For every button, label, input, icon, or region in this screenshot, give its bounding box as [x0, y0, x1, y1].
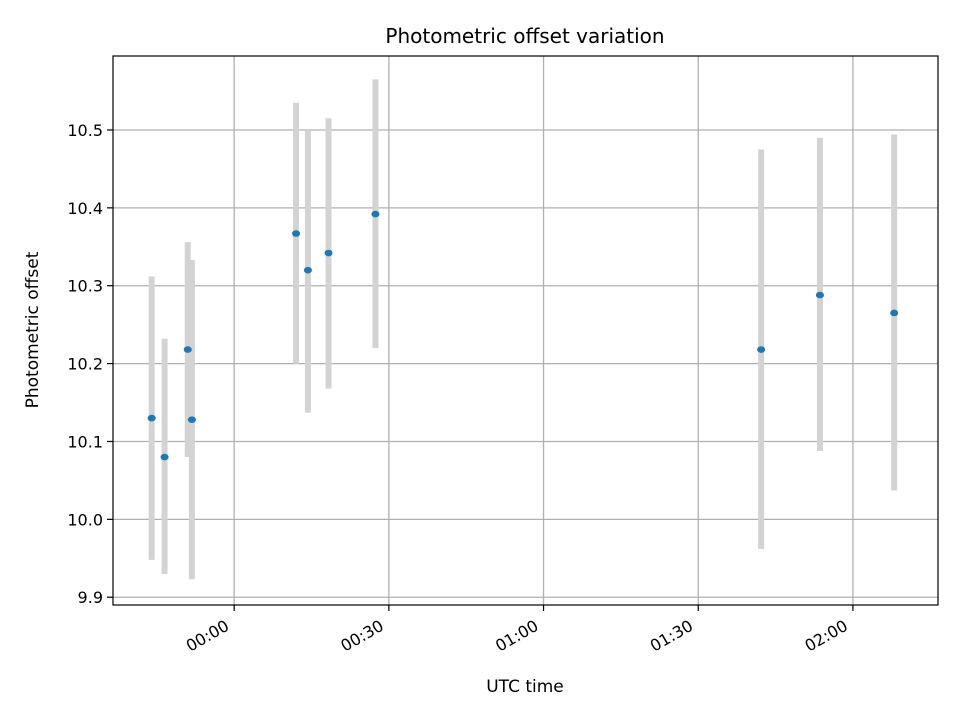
data-points [147, 210, 899, 461]
y-tick-label: 10.4 [67, 199, 103, 218]
y-tick-label: 10.2 [67, 355, 103, 374]
data-point [815, 291, 824, 299]
y-tick-label: 10.3 [67, 277, 103, 296]
data-point [187, 416, 196, 423]
x-axis-label: UTC time [486, 677, 564, 697]
grid-lines [113, 56, 938, 605]
data-point [303, 266, 312, 274]
data-point [183, 346, 192, 353]
data-point [371, 210, 380, 218]
y-axis-label: Photometric offset [23, 251, 43, 408]
y-tick-label: 10.0 [67, 510, 103, 529]
data-point [147, 414, 156, 422]
y-tick-label: 10.5 [67, 121, 103, 140]
y-axis-ticks: 9.9 10.0 10.1 10.2 10.3 10.4 10.5 [67, 121, 113, 607]
data-point [292, 230, 301, 237]
y-tick-label: 9.9 [78, 588, 103, 607]
chart-title: Photometric offset variation [385, 24, 664, 48]
data-point [890, 309, 899, 317]
data-point [324, 249, 333, 257]
y-tick-label: 10.1 [67, 432, 103, 451]
plot-frame [112, 55, 939, 606]
data-point [160, 453, 169, 461]
data-point [757, 346, 766, 353]
